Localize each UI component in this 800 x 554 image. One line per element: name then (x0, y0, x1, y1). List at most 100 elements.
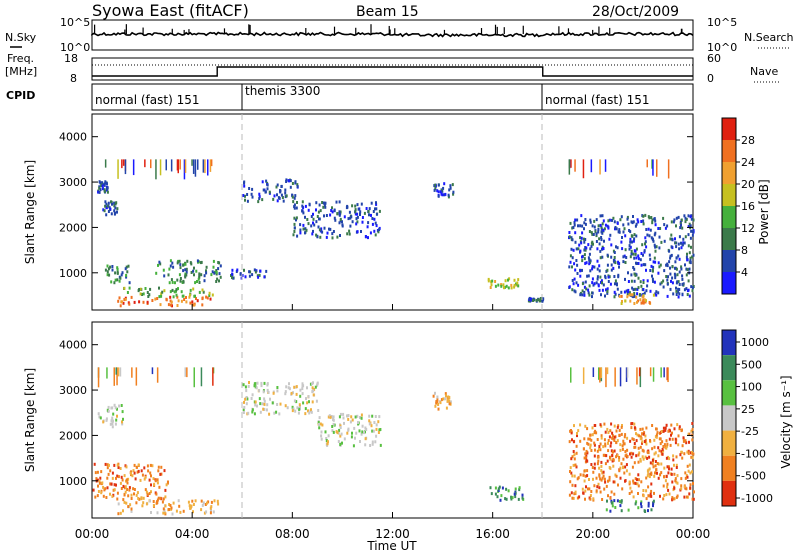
power-cell (263, 275, 266, 279)
x-tick-label: 16:00 (475, 527, 510, 541)
freq-line (92, 66, 693, 77)
velocity-streak (113, 367, 115, 386)
power-streak (104, 159, 107, 168)
velocity-cell (162, 511, 165, 515)
velocity-cell (654, 460, 657, 463)
power-cell (356, 215, 359, 219)
power-cell (591, 295, 593, 299)
power-cell (691, 233, 694, 237)
power-streak (590, 159, 593, 173)
velocity-cell (143, 477, 146, 481)
velocity-cell (618, 456, 621, 459)
velocity-cell (130, 493, 133, 497)
velocity-cell (217, 502, 220, 506)
power-cell (528, 296, 531, 300)
power-cell (293, 206, 296, 210)
velocity-cell (243, 400, 245, 404)
velocity-cell (640, 500, 643, 504)
power-cell (666, 294, 669, 298)
velocity-cell (364, 443, 367, 447)
power-cell (273, 194, 276, 198)
velocity-cell (356, 414, 359, 418)
power-cell (192, 287, 195, 291)
velocity-cell (668, 437, 671, 441)
noise-right-tick-top: 10^5 (707, 16, 737, 29)
velocity-cell (121, 478, 124, 482)
power-cell (130, 295, 133, 299)
power-cell (601, 214, 604, 218)
velocity-cell (570, 457, 573, 461)
velocity-streak (106, 367, 108, 379)
power-cell (232, 276, 235, 280)
power-streak (204, 159, 206, 174)
power-cell (609, 233, 612, 237)
velocity-cell (149, 499, 151, 503)
velocity-cell (654, 435, 657, 439)
power-cell (312, 217, 315, 221)
x-tick-label: 04:00 (175, 527, 210, 541)
power-streak (191, 159, 193, 166)
velocity-cell (647, 494, 650, 498)
velocity-cell (159, 472, 162, 476)
power-cell (654, 260, 657, 264)
power-cell (606, 253, 609, 257)
velocity-cell (659, 494, 661, 498)
power-cell (610, 255, 613, 259)
power-cell (603, 239, 605, 243)
velocity-cell (125, 501, 128, 505)
power-cell (581, 255, 583, 259)
power-cell (571, 256, 574, 260)
velocity-cell (445, 394, 447, 398)
velocity-cell (645, 442, 648, 446)
power-cell (167, 273, 170, 277)
power-cell (373, 217, 376, 221)
velocity-cell (358, 429, 361, 433)
velocity-colorbar-frame (721, 329, 737, 507)
power-cell (208, 294, 211, 297)
velocity-cell (647, 485, 650, 489)
velocity-cell (154, 479, 157, 483)
power-cell (358, 212, 361, 216)
power-cell (624, 299, 627, 303)
velocity-cell (505, 487, 508, 491)
power-cell (293, 216, 296, 220)
velocity-cell (299, 394, 302, 398)
velocity-cell (650, 482, 653, 486)
power-cell (606, 287, 609, 291)
power-cell (368, 207, 371, 211)
velocity-cell (117, 512, 120, 516)
power-cell (151, 299, 154, 302)
power-cell (586, 274, 589, 278)
power-cell (169, 290, 172, 294)
velocity-cell (573, 424, 575, 428)
velocity-cell (599, 442, 602, 446)
velocity-cell (278, 412, 281, 416)
power-cell (259, 269, 262, 273)
power-cell (243, 268, 245, 272)
velocity-cell (587, 442, 590, 446)
velocity-cell (147, 469, 150, 473)
velocity-cell (338, 415, 341, 419)
velocity-cell (628, 492, 631, 495)
power-cell (124, 267, 127, 271)
velocity-cell (582, 491, 585, 495)
power-cell (257, 200, 260, 204)
power-cell (689, 236, 692, 240)
velocity-cell (660, 462, 663, 466)
velocity-cell (662, 429, 665, 433)
power-cell (579, 236, 582, 240)
velocity-cell (286, 406, 289, 410)
velocity-cell (295, 392, 298, 396)
power-cell (572, 282, 575, 286)
power-cell (620, 290, 623, 294)
power-cell (593, 282, 596, 286)
velocity-cell (248, 381, 250, 384)
velocity-cell (295, 400, 298, 404)
power-cell (177, 299, 180, 303)
power-cell (629, 255, 632, 259)
velocity-cell (449, 400, 452, 404)
power-cell (231, 272, 234, 276)
power-y-label: Slant Range [km] (23, 160, 37, 264)
